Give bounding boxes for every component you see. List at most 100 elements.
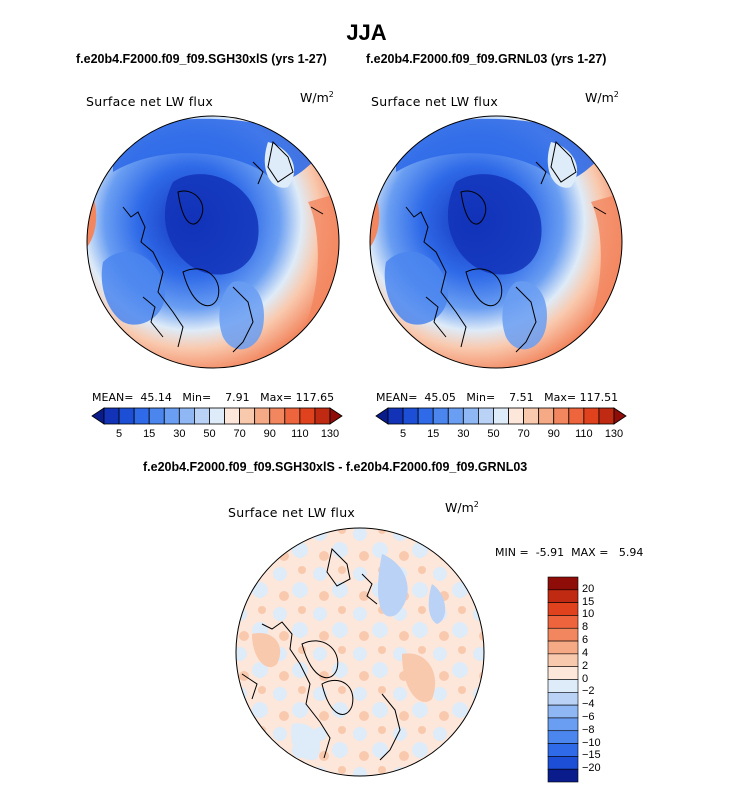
diff-colorbar-swatch bbox=[547, 704, 579, 719]
colorbar-tick-label: 90 bbox=[547, 428, 560, 440]
diff-variable-label: Surface net LW flux bbox=[228, 505, 356, 520]
diff-colorbar-tick-label: 6 bbox=[582, 634, 589, 647]
colorbar-tick-label: 30 bbox=[457, 428, 470, 440]
diff-colorbar-swatch bbox=[547, 717, 579, 732]
colorbar-swatch bbox=[598, 407, 615, 425]
colorbar-swatch bbox=[417, 407, 434, 425]
colorbar-swatch bbox=[462, 407, 479, 425]
diff-colorbar bbox=[547, 576, 579, 783]
colorbar-tick-label: 5 bbox=[116, 428, 123, 440]
colorbar-swatch bbox=[178, 407, 195, 425]
colorbar-swatch bbox=[163, 407, 180, 425]
diff-units-label: W/m2 bbox=[445, 500, 479, 516]
colorbar-tick-label: 50 bbox=[203, 428, 216, 440]
colorbar-swatch bbox=[553, 407, 570, 425]
colorbar-swatch bbox=[103, 407, 120, 425]
right-colorbar bbox=[375, 407, 627, 425]
diff-colorbar-swatch bbox=[547, 756, 579, 770]
diff-colorbar-labels: 20 15 10 8 6 4 2 0 −2 −4 −6 −8 −10 −15 −20 bbox=[582, 577, 622, 782]
left-polar-map bbox=[86, 115, 340, 369]
diff-colorbar-swatch bbox=[547, 692, 579, 706]
diff-colorbar-swatch bbox=[547, 666, 579, 680]
colorbar-tick-label: 130 bbox=[604, 428, 624, 440]
colorbar-tick-label: 90 bbox=[263, 428, 276, 440]
diff-colorbar-swatch bbox=[547, 730, 579, 744]
diff-colorbar-swatch bbox=[547, 602, 579, 616]
diff-colorbar-tick-label: 10 bbox=[582, 608, 595, 621]
colorbar-tick-label: 50 bbox=[487, 428, 500, 440]
colorbar-swatch bbox=[118, 407, 135, 425]
page-title: JJA bbox=[346, 20, 387, 45]
diff-colorbar-tick-label: −15 bbox=[582, 749, 601, 762]
colorbar-swatch bbox=[194, 407, 210, 425]
left-variable-label: Surface net LW flux bbox=[86, 94, 214, 109]
diff-colorbar-tick-label: 20 bbox=[582, 582, 595, 595]
colorbar-swatch bbox=[148, 407, 165, 425]
colorbar-swatch bbox=[478, 407, 494, 425]
colorbar-tick-label: 110 bbox=[575, 428, 593, 440]
colorbar-end-low bbox=[375, 407, 389, 425]
diff-colorbar-swatch bbox=[547, 679, 579, 693]
colorbar-swatch bbox=[538, 407, 555, 425]
diff-colorbar-tick-label: −8 bbox=[582, 723, 595, 736]
right-case-title: f.e20b4.F2000.f09_f09.GRNL03 (yrs 1-27) bbox=[366, 52, 607, 66]
colorbar-swatch bbox=[447, 407, 464, 425]
left-units-label: W/m2 bbox=[300, 90, 334, 106]
colorbar-tick-label: 5 bbox=[400, 428, 407, 440]
diff-colorbar-tick-label: −6 bbox=[582, 710, 595, 723]
diff-colorbar-tick-label: −20 bbox=[582, 762, 601, 775]
diff-colorbar-swatch bbox=[547, 627, 579, 642]
colorbar-tick-label: 110 bbox=[291, 428, 309, 440]
colorbar-tick-label: 30 bbox=[173, 428, 186, 440]
diff-colorbar-tick-label: −10 bbox=[582, 736, 601, 749]
colorbar-tick-label: 70 bbox=[233, 428, 246, 440]
colorbar-tick-label: 15 bbox=[427, 428, 440, 440]
right-units-label: W/m2 bbox=[585, 90, 619, 106]
diff-colorbar-swatch bbox=[547, 615, 579, 629]
diff-colorbar-tick-label: 2 bbox=[582, 659, 589, 672]
left-stats: MEAN= 45.14 Min= 7.91 Max= 117.65 bbox=[92, 391, 335, 404]
diff-colorbar-tick-label: −2 bbox=[582, 685, 595, 698]
difference-polar-map bbox=[235, 527, 485, 777]
diff-colorbar-swatch bbox=[547, 640, 579, 655]
colorbar-swatch bbox=[133, 407, 150, 425]
right-polar-map bbox=[369, 115, 623, 369]
diff-colorbar-tick-label: −4 bbox=[582, 698, 595, 711]
right-stats: MEAN= 45.05 Min= 7.51 Max= 117.51 bbox=[376, 391, 619, 404]
diff-colorbar-swatch bbox=[547, 576, 579, 591]
diff-colorbar-tick-label: 0 bbox=[582, 672, 589, 685]
left-colorbar-labels: 5 15 30 50 70 90 110 130 bbox=[92, 428, 342, 442]
right-colorbar-labels: 5 15 30 50 70 90 110 130 bbox=[376, 428, 626, 442]
left-colorbar bbox=[91, 407, 343, 425]
colorbar-swatch bbox=[432, 407, 449, 425]
diff-colorbar-swatch bbox=[547, 743, 579, 757]
colorbar-swatch bbox=[284, 407, 301, 425]
colorbar-swatch bbox=[402, 407, 419, 425]
colorbar-swatch bbox=[583, 407, 600, 425]
colorbar-swatch bbox=[299, 407, 316, 425]
colorbar-end-low bbox=[91, 407, 105, 425]
colorbar-swatch bbox=[493, 407, 509, 425]
colorbar-end-high bbox=[329, 407, 343, 425]
colorbar-swatch bbox=[314, 407, 331, 425]
colorbar-swatch bbox=[269, 407, 286, 425]
right-variable-label: Surface net LW flux bbox=[371, 94, 499, 109]
difference-title: f.e20b4.F2000.f09_f09.SGH30xlS - f.e20b4… bbox=[143, 460, 528, 474]
colorbar-swatch bbox=[387, 407, 404, 425]
left-case-title: f.e20b4.F2000.f09_f09.SGH30xlS (yrs 1-27… bbox=[76, 52, 327, 66]
diff-colorbar-tick-label: 4 bbox=[582, 646, 589, 659]
diff-colorbar-swatch bbox=[547, 768, 579, 783]
diff-colorbar-swatch bbox=[547, 589, 579, 603]
colorbar-swatch bbox=[508, 407, 525, 425]
diff-minmax: MIN = -5.91 MAX = 5.94 bbox=[495, 546, 644, 559]
colorbar-swatch bbox=[523, 407, 540, 425]
colorbar-swatch bbox=[239, 407, 256, 425]
diff-colorbar-tick-label: 15 bbox=[582, 595, 595, 608]
colorbar-tick-label: 15 bbox=[143, 428, 156, 440]
colorbar-swatch bbox=[224, 407, 241, 425]
diff-colorbar-swatch bbox=[547, 653, 579, 667]
diff-colorbar-tick-label: 8 bbox=[582, 621, 589, 634]
colorbar-swatch bbox=[254, 407, 271, 425]
colorbar-swatch bbox=[568, 407, 585, 425]
colorbar-end-high bbox=[613, 407, 627, 425]
